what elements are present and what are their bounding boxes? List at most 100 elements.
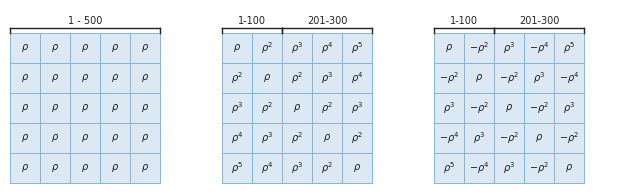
Bar — [252, 63, 282, 93]
Bar — [464, 123, 494, 153]
Bar — [494, 33, 524, 63]
Text: $\mathit{\rho}$: $\mathit{\rho}$ — [81, 162, 89, 174]
Bar — [464, 63, 494, 93]
Bar — [554, 123, 584, 153]
Bar — [70, 63, 100, 93]
Text: $\mathit{\rho}$: $\mathit{\rho}$ — [535, 132, 543, 144]
Text: $\mathit{\rho^{4}}$: $\mathit{\rho^{4}}$ — [351, 70, 364, 86]
Bar — [252, 153, 282, 183]
Bar — [342, 93, 372, 123]
Bar — [100, 123, 130, 153]
Bar — [434, 33, 464, 63]
Bar — [100, 153, 130, 183]
Bar — [222, 93, 252, 123]
Text: $\mathit{\rho}$: $\mathit{\rho}$ — [111, 42, 119, 54]
Text: $\mathit{-\rho^{4}}$: $\mathit{-\rho^{4}}$ — [559, 70, 579, 86]
Text: $\mathit{\rho^{4}}$: $\mathit{\rho^{4}}$ — [321, 40, 333, 56]
Text: $\mathit{\rho}$: $\mathit{\rho}$ — [21, 42, 29, 54]
Bar — [100, 33, 130, 63]
Text: $\mathit{\rho}$: $\mathit{\rho}$ — [233, 42, 241, 54]
Bar — [70, 33, 100, 63]
Bar — [10, 33, 40, 63]
Bar — [312, 33, 342, 63]
Text: $\mathit{\rho^{5}}$: $\mathit{\rho^{5}}$ — [231, 160, 243, 176]
Bar — [282, 153, 312, 183]
Text: $\mathit{\rho}$: $\mathit{\rho}$ — [141, 132, 149, 144]
Text: $\mathit{-\rho^{2}}$: $\mathit{-\rho^{2}}$ — [499, 130, 519, 146]
Text: 1-100: 1-100 — [238, 16, 266, 26]
Bar — [494, 123, 524, 153]
Bar — [130, 63, 160, 93]
Bar — [554, 63, 584, 93]
Bar — [10, 63, 40, 93]
Bar — [434, 123, 464, 153]
Bar — [100, 93, 130, 123]
Text: $\mathit{\rho^{2}}$: $\mathit{\rho^{2}}$ — [321, 100, 333, 116]
Bar — [524, 153, 554, 183]
Text: $\mathit{\rho^{2}}$: $\mathit{\rho^{2}}$ — [321, 160, 333, 176]
Text: $\mathit{\rho^{2}}$: $\mathit{\rho^{2}}$ — [351, 130, 363, 146]
Text: $\mathit{\rho^{3}}$: $\mathit{\rho^{3}}$ — [532, 70, 545, 86]
Text: $\mathit{\rho^{3}}$: $\mathit{\rho^{3}}$ — [321, 70, 333, 86]
Text: $\mathit{\rho^{2}}$: $\mathit{\rho^{2}}$ — [291, 130, 303, 146]
Bar — [312, 63, 342, 93]
Bar — [252, 123, 282, 153]
Bar — [282, 123, 312, 153]
Text: 1 - 500: 1 - 500 — [68, 16, 102, 26]
Bar — [342, 33, 372, 63]
Bar — [222, 123, 252, 153]
Bar — [554, 153, 584, 183]
Text: $\mathit{\rho}$: $\mathit{\rho}$ — [475, 72, 483, 84]
Bar — [464, 93, 494, 123]
Bar — [494, 153, 524, 183]
Text: $\mathit{\rho^{4}}$: $\mathit{\rho^{4}}$ — [230, 130, 243, 146]
Bar — [554, 93, 584, 123]
Bar — [40, 33, 70, 63]
Text: $\mathit{\rho^{5}}$: $\mathit{\rho^{5}}$ — [443, 160, 455, 176]
Bar — [464, 33, 494, 63]
Text: $\mathit{\rho}$: $\mathit{\rho}$ — [81, 132, 89, 144]
Text: $\mathit{-\rho^{2}}$: $\mathit{-\rho^{2}}$ — [469, 100, 489, 116]
Text: $\mathit{-\rho^{2}}$: $\mathit{-\rho^{2}}$ — [439, 70, 459, 86]
Text: $\mathit{\rho}$: $\mathit{\rho}$ — [263, 72, 271, 84]
Bar — [222, 153, 252, 183]
Text: $\mathit{\rho}$: $\mathit{\rho}$ — [51, 42, 59, 54]
Text: $\mathit{\rho}$: $\mathit{\rho}$ — [565, 162, 573, 174]
Text: $\mathit{\rho}$: $\mathit{\rho}$ — [51, 162, 59, 174]
Bar — [70, 123, 100, 153]
Bar — [342, 63, 372, 93]
Text: $\mathit{\rho^{5}}$: $\mathit{\rho^{5}}$ — [351, 40, 364, 56]
Text: $\mathit{-\rho^{4}}$: $\mathit{-\rho^{4}}$ — [529, 40, 549, 56]
Bar — [130, 153, 160, 183]
Text: $\mathit{\rho}$: $\mathit{\rho}$ — [141, 162, 149, 174]
Text: $\mathit{\rho^{2}}$: $\mathit{\rho^{2}}$ — [231, 70, 243, 86]
Bar — [10, 93, 40, 123]
Text: $\mathit{\rho}$: $\mathit{\rho}$ — [141, 72, 149, 84]
Text: $\mathit{\rho}$: $\mathit{\rho}$ — [81, 42, 89, 54]
Bar — [282, 33, 312, 63]
Text: $\mathit{\rho}$: $\mathit{\rho}$ — [353, 162, 361, 174]
Text: $\mathit{-\rho^{2}}$: $\mathit{-\rho^{2}}$ — [529, 160, 549, 176]
Bar — [434, 63, 464, 93]
Text: $\mathit{\rho^{3}}$: $\mathit{\rho^{3}}$ — [291, 160, 303, 176]
Text: $\mathit{\rho^{3}}$: $\mathit{\rho^{3}}$ — [443, 100, 455, 116]
Text: $\mathit{\rho^{4}}$: $\mathit{\rho^{4}}$ — [260, 160, 273, 176]
Bar — [312, 153, 342, 183]
Text: $\mathit{\rho^{3}}$: $\mathit{\rho^{3}}$ — [291, 40, 303, 56]
Bar — [40, 93, 70, 123]
Bar — [282, 93, 312, 123]
Bar — [10, 153, 40, 183]
Bar — [130, 123, 160, 153]
Text: 1-100: 1-100 — [450, 16, 478, 26]
Text: $\mathit{\rho}$: $\mathit{\rho}$ — [21, 72, 29, 84]
Text: $\mathit{\rho}$: $\mathit{\rho}$ — [21, 162, 29, 174]
Bar — [282, 63, 312, 93]
Bar — [222, 33, 252, 63]
Bar — [524, 33, 554, 63]
Bar — [40, 153, 70, 183]
Text: $\mathit{\rho}$: $\mathit{\rho}$ — [81, 72, 89, 84]
Text: $\mathit{\rho}$: $\mathit{\rho}$ — [81, 102, 89, 114]
Text: 201-300: 201-300 — [519, 16, 559, 26]
Bar — [252, 93, 282, 123]
Text: $\mathit{-\rho^{2}}$: $\mathit{-\rho^{2}}$ — [469, 40, 489, 56]
